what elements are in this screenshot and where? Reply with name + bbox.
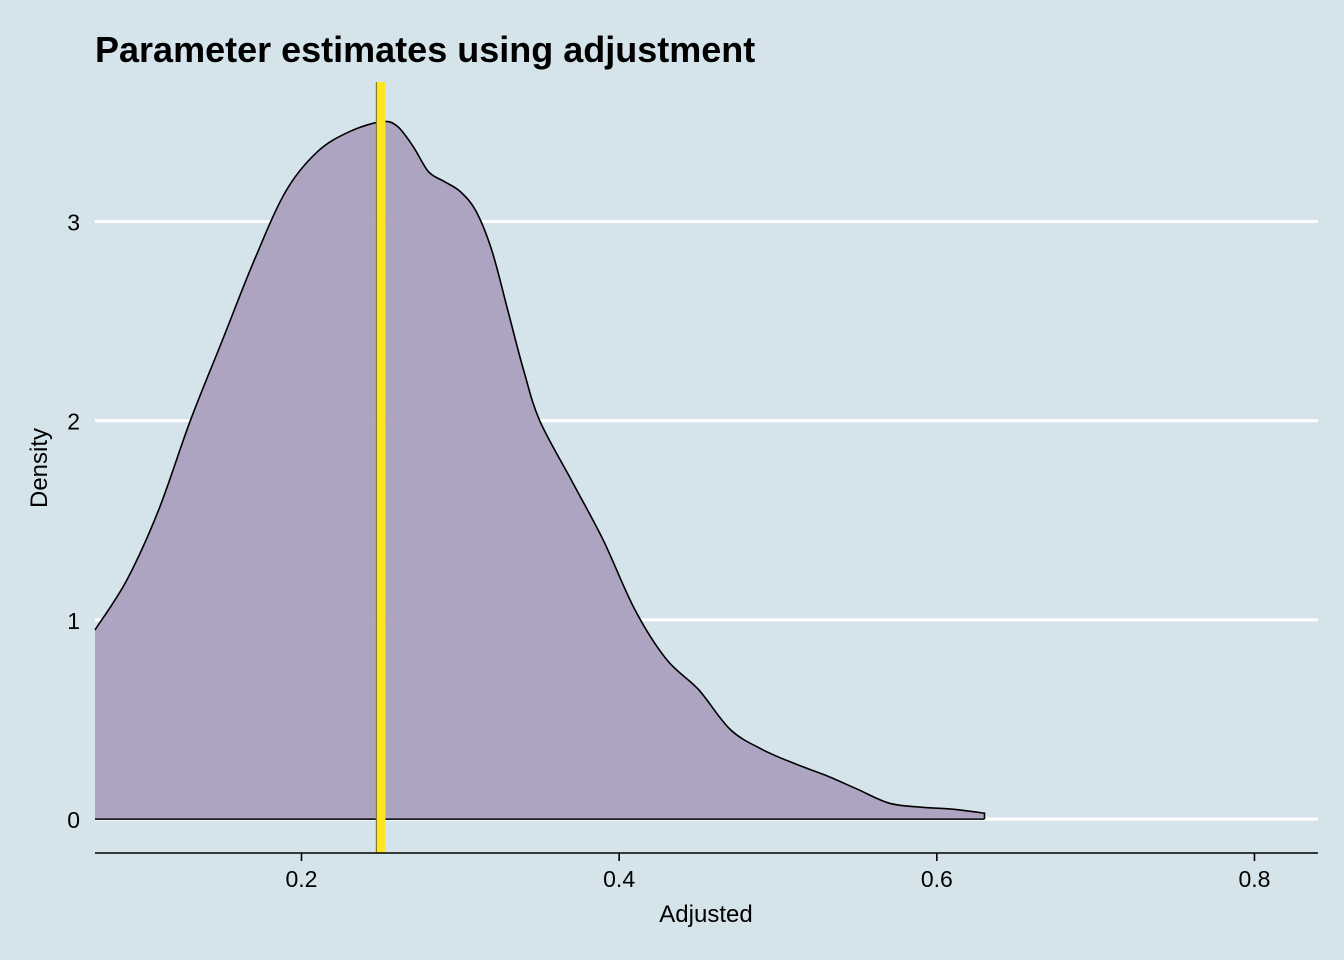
y-tick-label-0: 0 <box>67 807 80 833</box>
y-tick-label-3: 3 <box>67 209 80 235</box>
x-tick-label-0.6: 0.6 <box>921 866 953 892</box>
x-tick-label-0.2: 0.2 <box>285 866 317 892</box>
density-outline <box>94 120 986 820</box>
area-layer <box>94 120 986 820</box>
y-tick-label-2: 2 <box>67 409 80 435</box>
reference-layer <box>375 82 386 853</box>
axis-layer: 0.2 0.4 0.6 0.8 0 1 2 3 <box>67 209 1318 892</box>
y-tick-label-1: 1 <box>67 608 80 634</box>
density-area-fill <box>95 121 985 820</box>
x-axis-title: Adjusted <box>659 901 752 928</box>
reference-line <box>376 82 386 853</box>
x-tick-label-0.4: 0.4 <box>603 866 635 892</box>
y-axis-title: Density <box>26 428 53 508</box>
chart-title: Parameter estimates using adjustment <box>95 29 755 70</box>
x-tick-label-0.8: 0.8 <box>1238 866 1270 892</box>
